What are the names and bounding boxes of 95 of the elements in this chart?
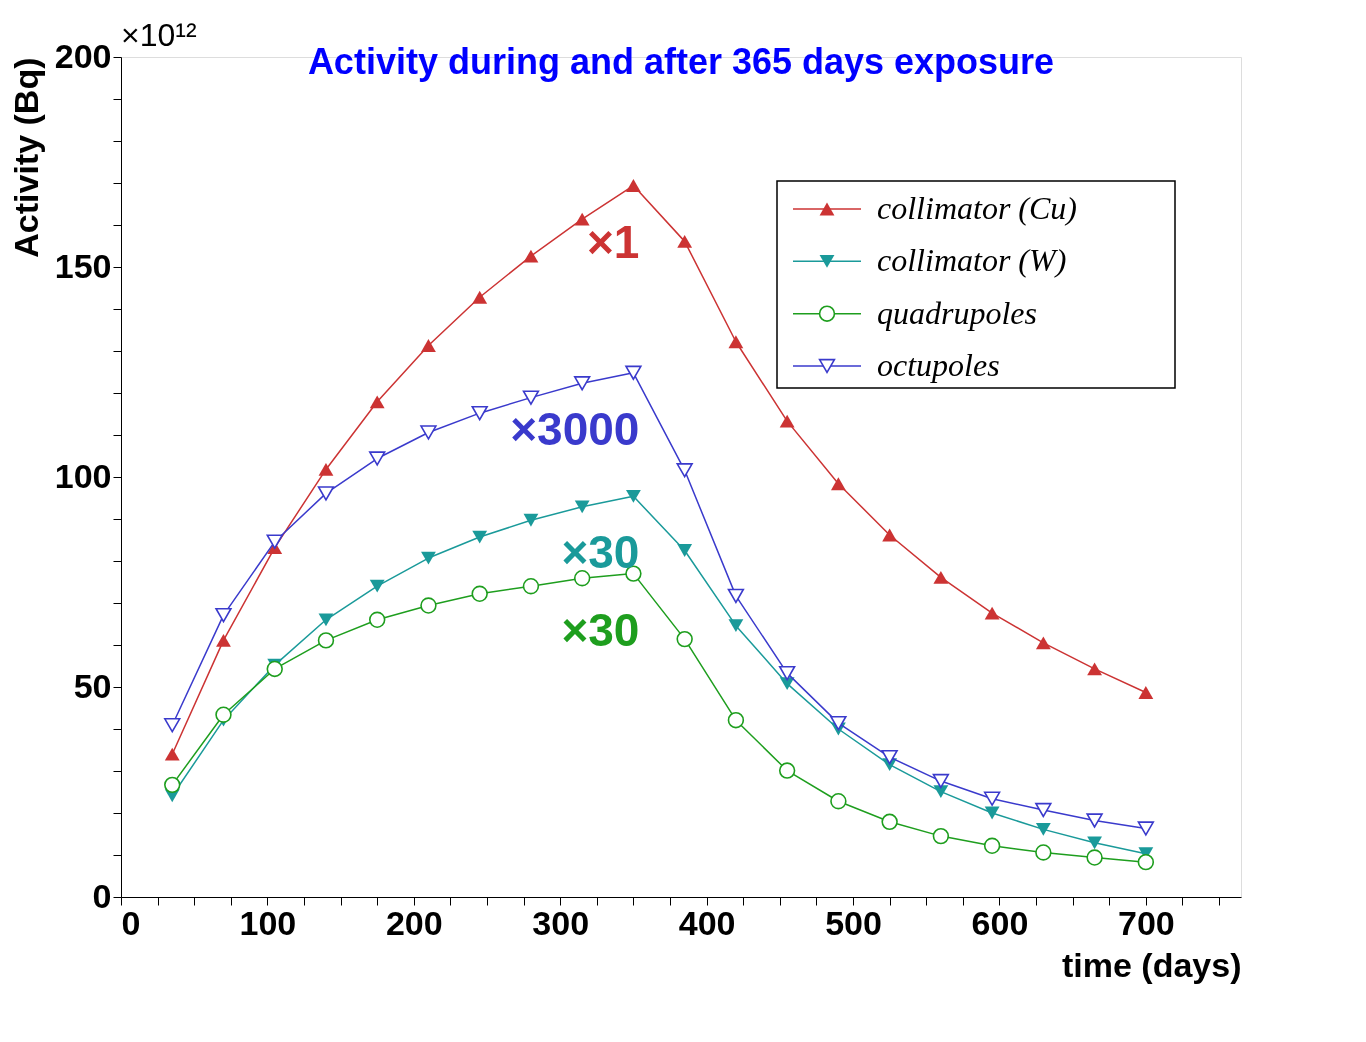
point <box>1035 636 1051 650</box>
point <box>983 837 1001 854</box>
point <box>728 335 744 349</box>
x-tick-label: 400 <box>678 903 736 942</box>
y-tick-label: 50 <box>73 666 112 705</box>
point <box>266 660 283 678</box>
point <box>164 718 181 733</box>
x-tick-label: 0 <box>121 903 141 942</box>
point <box>523 249 539 263</box>
point <box>626 489 641 503</box>
point <box>933 785 949 798</box>
point <box>216 633 231 647</box>
y-axis-title: Activity (Bq) <box>6 57 45 258</box>
legend-label: collimator (W) <box>877 242 1067 279</box>
point <box>1035 844 1052 861</box>
point <box>677 544 693 557</box>
point <box>522 578 540 595</box>
point <box>164 776 181 794</box>
legend-label: collimator (Cu) <box>877 190 1077 226</box>
point <box>164 747 180 761</box>
point <box>727 711 745 729</box>
point <box>420 425 437 440</box>
point <box>573 376 591 391</box>
point <box>317 486 335 501</box>
x-tick-label: 300 <box>532 903 590 942</box>
point <box>369 579 385 593</box>
point <box>1086 849 1103 866</box>
point <box>676 463 693 478</box>
point <box>626 179 641 192</box>
point <box>933 570 949 584</box>
annotation: ×1 <box>586 215 640 268</box>
point <box>574 500 590 514</box>
point <box>882 528 898 542</box>
point <box>984 606 1000 620</box>
point <box>1137 853 1155 871</box>
point <box>472 290 488 304</box>
point <box>1138 686 1154 699</box>
point <box>881 749 898 765</box>
point <box>573 570 591 587</box>
y-tick-label: 0 <box>92 876 112 915</box>
x-tick-label: 700 <box>1117 903 1175 942</box>
point <box>625 365 642 381</box>
annotation: ×30 <box>561 526 640 579</box>
point <box>1086 813 1103 828</box>
point <box>1035 822 1051 836</box>
point <box>369 395 385 409</box>
point <box>368 451 386 466</box>
point <box>317 632 335 649</box>
legend-label: quadrupoles <box>877 294 1037 331</box>
point <box>215 607 232 623</box>
point <box>830 793 847 810</box>
point <box>779 414 795 428</box>
point <box>932 773 950 789</box>
y-tick-label: 150 <box>54 246 112 285</box>
point <box>1087 662 1103 676</box>
y-tick-label: 200 <box>54 36 112 75</box>
point <box>1087 836 1103 850</box>
point <box>932 827 950 845</box>
point <box>522 390 540 405</box>
point <box>318 463 334 476</box>
point <box>471 405 488 421</box>
point <box>881 813 898 831</box>
y-tick-label: 100 <box>54 456 112 495</box>
point <box>778 762 796 779</box>
legend-label: octupoles <box>877 347 1000 383</box>
point <box>676 630 693 648</box>
point <box>983 791 1001 806</box>
x-axis-title: time (days) <box>1062 945 1242 984</box>
point <box>778 665 796 681</box>
point <box>266 534 283 549</box>
point <box>368 611 386 628</box>
point <box>728 619 744 633</box>
x-tick-label: 100 <box>239 903 297 942</box>
point <box>421 551 436 565</box>
annotation: ×3000 <box>510 402 640 455</box>
annotation: ×30 <box>561 603 640 656</box>
point <box>830 715 847 731</box>
point <box>574 212 590 226</box>
point <box>830 477 846 491</box>
point <box>727 588 745 604</box>
point <box>984 806 1000 820</box>
x-tick-label: 200 <box>385 903 443 942</box>
x-tick-label: 600 <box>971 903 1029 942</box>
point <box>523 513 539 527</box>
point <box>1137 821 1155 836</box>
x-tick-label: 500 <box>825 903 882 942</box>
point <box>471 585 488 602</box>
point <box>420 597 437 614</box>
text: ×10¹² <box>121 17 197 53</box>
point <box>472 530 488 544</box>
point <box>421 339 436 352</box>
point <box>318 613 334 627</box>
chart-title: Activity during and after 365 days exposure <box>307 41 1055 82</box>
point <box>677 234 693 248</box>
point <box>1035 802 1052 818</box>
